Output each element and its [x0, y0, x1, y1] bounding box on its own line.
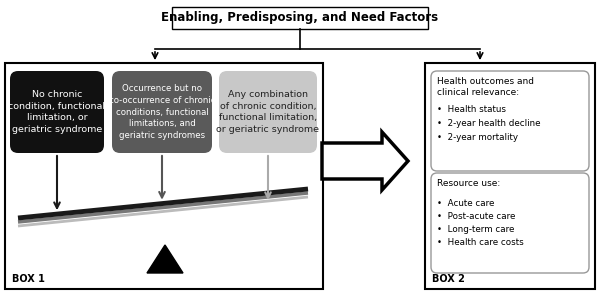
- Text: Any combination
of chronic condition,
functional limitation,
or geriatric syndro: Any combination of chronic condition, fu…: [217, 90, 320, 134]
- FancyBboxPatch shape: [431, 173, 589, 273]
- FancyBboxPatch shape: [10, 71, 104, 153]
- Text: Occurrence but no
co-occurrence of chronic
conditions, functional
limitations, a: Occurrence but no co-occurrence of chron…: [109, 84, 215, 140]
- Bar: [5, 63, 323, 289]
- Text: •  Acute care: • Acute care: [437, 199, 494, 208]
- Bar: [172, 7, 428, 29]
- Text: •  Long-term care: • Long-term care: [437, 225, 514, 234]
- Text: No chronic
condition, functional
limitation, or
geriatric syndrome: No chronic condition, functional limitat…: [8, 90, 106, 134]
- FancyBboxPatch shape: [431, 71, 589, 171]
- FancyBboxPatch shape: [112, 71, 212, 153]
- Text: Health outcomes and
clinical relevance:: Health outcomes and clinical relevance:: [437, 77, 534, 97]
- Polygon shape: [322, 132, 408, 190]
- Text: Resource use:: Resource use:: [437, 179, 500, 188]
- Text: •  2-year mortality: • 2-year mortality: [437, 133, 518, 142]
- Text: •  Health status: • Health status: [437, 105, 506, 114]
- Text: BOX 2: BOX 2: [432, 274, 465, 284]
- Text: Enabling, Predisposing, and Need Factors: Enabling, Predisposing, and Need Factors: [161, 11, 439, 24]
- Polygon shape: [147, 245, 183, 273]
- FancyBboxPatch shape: [219, 71, 317, 153]
- Text: •  Health care costs: • Health care costs: [437, 238, 524, 247]
- Bar: [425, 63, 595, 289]
- Text: •  2-year health decline: • 2-year health decline: [437, 119, 541, 128]
- Text: •  Post-acute care: • Post-acute care: [437, 212, 515, 221]
- Text: BOX 1: BOX 1: [12, 274, 45, 284]
